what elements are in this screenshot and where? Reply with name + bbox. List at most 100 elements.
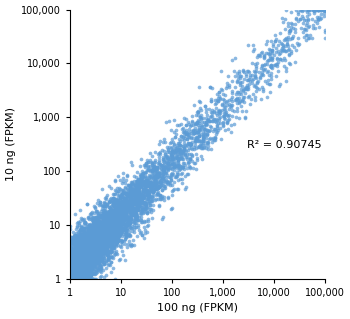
- Point: [226, 84, 232, 89]
- Point: [193, 137, 198, 143]
- Point: [134, 199, 140, 204]
- Point: [175, 166, 180, 171]
- Point: [75, 241, 80, 246]
- Point: [110, 202, 116, 207]
- Point: [80, 271, 85, 277]
- Point: [79, 276, 85, 281]
- Point: [68, 273, 74, 278]
- Point: [86, 246, 92, 251]
- Point: [119, 238, 125, 243]
- Point: [139, 207, 145, 212]
- Point: [75, 230, 81, 235]
- Point: [85, 236, 91, 241]
- Point: [250, 91, 255, 96]
- Point: [74, 273, 79, 278]
- Point: [82, 256, 88, 262]
- Point: [107, 218, 112, 223]
- Point: [130, 204, 135, 209]
- Point: [68, 250, 73, 255]
- Point: [103, 261, 108, 266]
- Point: [95, 231, 100, 236]
- Point: [69, 264, 75, 269]
- Point: [290, 26, 295, 31]
- Point: [232, 97, 238, 102]
- Point: [181, 167, 187, 172]
- Point: [75, 276, 80, 281]
- Point: [117, 206, 123, 211]
- Point: [240, 69, 246, 74]
- Point: [158, 192, 163, 197]
- Point: [106, 204, 112, 209]
- Point: [188, 157, 193, 162]
- Point: [156, 154, 162, 159]
- Point: [70, 262, 76, 267]
- Point: [69, 260, 75, 265]
- Point: [182, 147, 188, 152]
- Point: [134, 179, 139, 184]
- Point: [271, 52, 277, 57]
- Point: [104, 224, 110, 229]
- Point: [147, 198, 152, 204]
- Point: [134, 184, 139, 189]
- Point: [322, 7, 327, 12]
- Point: [249, 61, 254, 66]
- Point: [109, 244, 114, 249]
- Point: [159, 179, 164, 184]
- Point: [262, 79, 267, 84]
- Point: [198, 115, 204, 121]
- Point: [115, 216, 121, 221]
- Point: [85, 256, 90, 261]
- Point: [81, 261, 87, 266]
- Point: [198, 123, 204, 128]
- Point: [96, 251, 101, 256]
- Point: [86, 240, 91, 245]
- Point: [128, 187, 134, 192]
- Point: [106, 199, 112, 204]
- Point: [71, 276, 77, 281]
- Point: [98, 241, 104, 246]
- Point: [121, 211, 127, 216]
- Point: [127, 219, 133, 225]
- Point: [68, 269, 74, 274]
- Point: [97, 240, 103, 245]
- Point: [150, 175, 156, 180]
- Point: [79, 244, 85, 249]
- Point: [131, 185, 136, 190]
- Point: [229, 91, 234, 96]
- Point: [160, 175, 166, 180]
- Point: [150, 196, 156, 201]
- Point: [79, 271, 85, 276]
- Point: [321, 7, 327, 12]
- Point: [112, 218, 118, 223]
- Point: [89, 234, 95, 240]
- Point: [128, 206, 134, 211]
- Point: [92, 216, 98, 221]
- Point: [83, 253, 88, 258]
- Point: [172, 143, 177, 148]
- Point: [129, 188, 134, 193]
- Point: [73, 276, 78, 281]
- Point: [179, 165, 185, 170]
- Point: [201, 134, 206, 139]
- Point: [68, 265, 73, 270]
- Point: [75, 276, 80, 281]
- Point: [106, 221, 112, 226]
- Point: [70, 253, 76, 258]
- Point: [145, 193, 151, 198]
- Point: [101, 210, 106, 215]
- Point: [128, 214, 134, 219]
- Point: [97, 239, 102, 244]
- Point: [134, 187, 139, 192]
- Point: [315, 16, 321, 21]
- Point: [229, 89, 234, 94]
- Point: [102, 235, 107, 240]
- Point: [79, 240, 84, 245]
- Point: [74, 244, 80, 249]
- Point: [125, 233, 131, 238]
- Point: [286, 31, 292, 36]
- Point: [160, 156, 166, 161]
- Point: [69, 264, 75, 269]
- Point: [146, 176, 152, 181]
- Point: [101, 211, 106, 216]
- Point: [72, 272, 78, 277]
